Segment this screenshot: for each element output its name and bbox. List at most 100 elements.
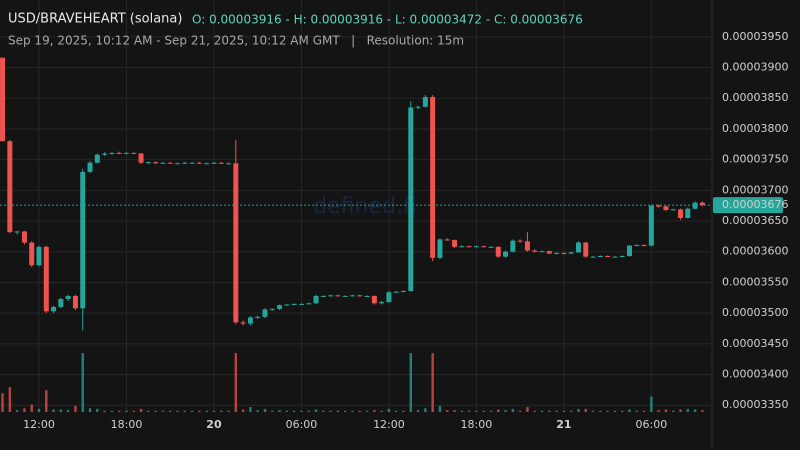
volume-bar xyxy=(533,410,536,412)
volume-bar xyxy=(329,410,332,412)
candle-body xyxy=(364,295,370,297)
candle-body xyxy=(408,107,414,292)
volume-bar xyxy=(409,353,412,412)
volume-bar xyxy=(621,410,624,412)
candle-body xyxy=(167,162,173,164)
candle-body xyxy=(685,208,691,218)
y-tick-label: 0.00003600 xyxy=(722,245,788,258)
volume-bar xyxy=(460,410,464,412)
volume-bar xyxy=(438,405,442,412)
candle-body xyxy=(342,295,348,297)
candle-body xyxy=(21,231,27,243)
y-tick-label: 0.00003500 xyxy=(722,306,788,319)
volume-bar xyxy=(59,409,63,412)
candle-body xyxy=(240,322,246,324)
candle-body xyxy=(422,97,428,107)
candle-body xyxy=(204,163,210,165)
volume-bar xyxy=(416,410,420,412)
volume-bar xyxy=(497,409,500,412)
candle-body xyxy=(36,246,42,266)
volume-bar xyxy=(37,408,41,412)
y-tick-label: 0.00003650 xyxy=(722,214,788,227)
y-tick-label: 0.00003350 xyxy=(722,398,788,411)
candle-body xyxy=(495,246,501,257)
candle-body xyxy=(430,97,436,258)
candle-body xyxy=(459,246,465,248)
candle-body xyxy=(328,295,334,297)
x-tick-label: 18:00 xyxy=(461,418,493,431)
candle-body xyxy=(481,246,487,248)
volume-bar xyxy=(96,408,99,412)
candle-body xyxy=(488,246,494,248)
volume-bar xyxy=(482,410,485,412)
volume-bar xyxy=(81,353,84,412)
volume-bar xyxy=(52,409,55,412)
volume-bar xyxy=(446,410,449,412)
candle-body xyxy=(211,162,217,164)
volume-bar xyxy=(380,410,383,412)
volume-bar xyxy=(599,410,602,412)
candle-body xyxy=(517,240,523,242)
volume-bar xyxy=(701,410,704,412)
volume-bar xyxy=(88,408,92,412)
volume-bar xyxy=(300,410,303,412)
volume-bar xyxy=(504,410,507,412)
candle-body xyxy=(218,162,224,164)
candle-body xyxy=(634,244,640,246)
volume-bar xyxy=(518,410,522,412)
volume-bar xyxy=(110,410,114,412)
volume-bar xyxy=(132,410,135,412)
candle-body xyxy=(510,240,516,252)
volume-bar xyxy=(679,409,682,412)
candle-body xyxy=(641,244,647,246)
volume-bar xyxy=(1,393,4,412)
volume-bar xyxy=(322,410,325,412)
candle-body xyxy=(29,242,35,266)
volume-bar xyxy=(577,408,580,412)
volume-bar xyxy=(650,396,653,412)
candle-body xyxy=(386,292,392,303)
candle-body xyxy=(109,152,115,154)
candle-body xyxy=(357,295,363,297)
candle-body xyxy=(546,251,552,254)
candle-body xyxy=(619,256,625,258)
candle-body xyxy=(692,202,698,209)
volume-bar xyxy=(431,353,434,412)
volume-bar xyxy=(424,408,427,412)
candle-body xyxy=(415,106,421,108)
candle-body xyxy=(153,162,159,164)
candle-body xyxy=(284,304,290,306)
volume-bar xyxy=(30,404,33,412)
candle-body xyxy=(189,162,195,164)
volume-bar xyxy=(8,387,12,412)
volume-bar xyxy=(642,410,646,412)
x-tick-label: 18:00 xyxy=(111,418,143,431)
x-tick-label: 12:00 xyxy=(373,418,405,431)
candle-body xyxy=(138,153,144,163)
candle-body xyxy=(58,299,64,308)
volume-bar xyxy=(672,410,675,412)
candle-body xyxy=(503,251,509,257)
volume-bar xyxy=(606,410,609,412)
volume-bar xyxy=(74,405,77,412)
candle-body xyxy=(401,291,406,293)
volume-bar xyxy=(584,408,587,412)
volume-bar xyxy=(387,408,391,412)
volume-bar xyxy=(169,410,172,412)
candle-body xyxy=(473,246,479,248)
candle-body xyxy=(247,317,253,324)
volume-bar xyxy=(205,410,208,412)
candle-body xyxy=(182,162,188,164)
volume-bar xyxy=(351,410,354,412)
candle-body xyxy=(656,205,662,207)
y-tick-label: 0.00003750 xyxy=(722,153,788,166)
volume-bar xyxy=(467,410,471,412)
y-tick-label: 0.00003400 xyxy=(722,368,788,381)
candle-body xyxy=(605,256,611,258)
candle-body xyxy=(196,162,202,164)
volume-bar xyxy=(693,409,697,412)
x-tick-label: 20 xyxy=(206,418,222,431)
y-tick-label: 0.00003850 xyxy=(722,91,788,104)
volume-bar xyxy=(664,409,668,412)
volume-bar xyxy=(256,410,259,412)
